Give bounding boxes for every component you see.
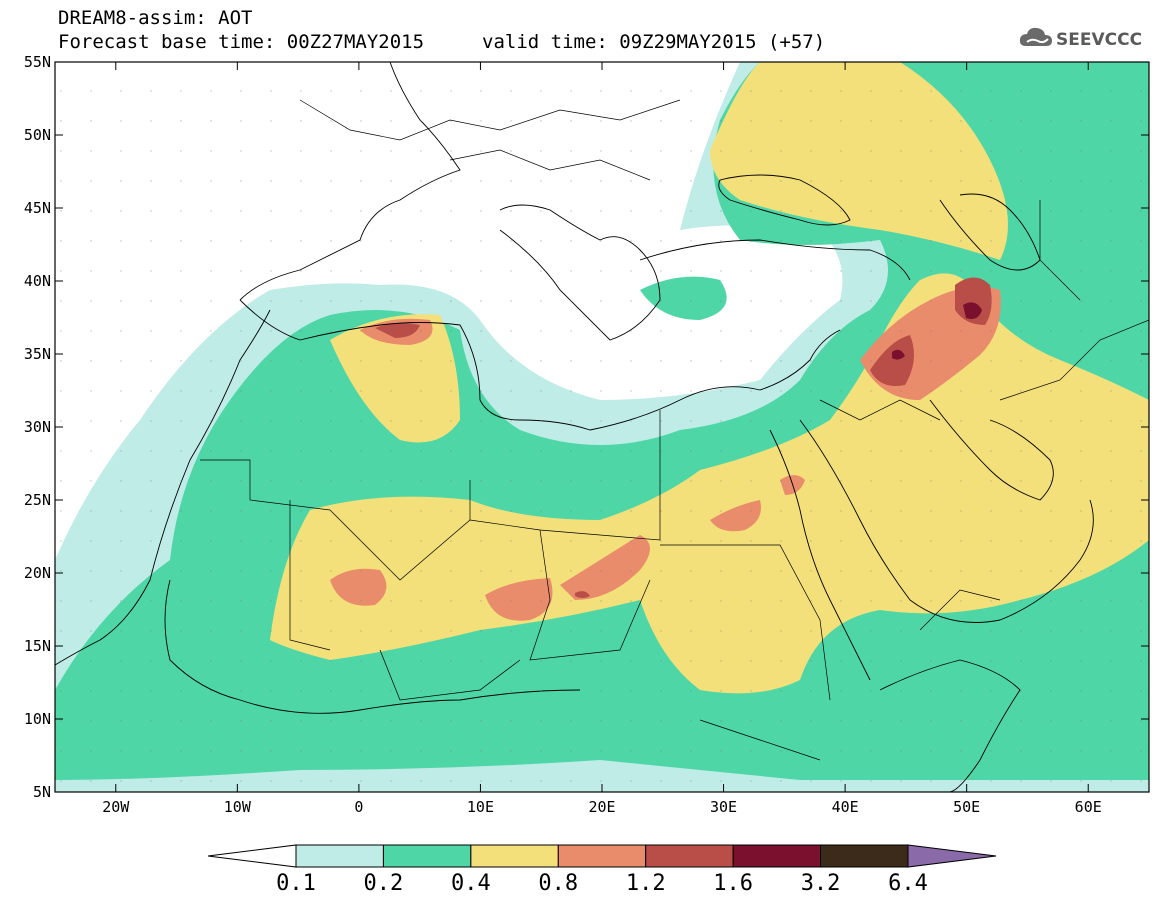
colorbar-swatch [557, 844, 647, 868]
lon-label-10E: 10E [467, 798, 494, 816]
lon-label-30E: 30E [710, 798, 737, 816]
colorbar-label: 1.2 [626, 871, 666, 896]
lat-label-35N: 35N [24, 345, 51, 363]
colorbar-swatch [907, 844, 997, 868]
lat-label-20N: 20N [24, 564, 51, 582]
colorbar-label: 0.1 [276, 871, 316, 896]
valid-time: valid time: 09Z29MAY2015 (+57) [482, 31, 826, 53]
lon-label-40E: 40E [832, 798, 859, 816]
map-title: DREAM8-assim: AOT [58, 7, 253, 29]
colorbar-swatch [382, 844, 472, 868]
logo-text: SEEVCCC [1056, 30, 1143, 50]
lat-label-30N: 30N [24, 418, 51, 436]
lat-label-15N: 15N [24, 637, 51, 655]
colorbar-label: 1.6 [713, 871, 753, 896]
lat-label-50N: 50N [24, 126, 51, 144]
lon-label-20E: 20E [588, 798, 615, 816]
colorbar-swatch [295, 844, 384, 868]
lat-label-45N: 45N [24, 199, 51, 217]
lat-label-25N: 25N [24, 491, 51, 509]
lon-label-50E: 50E [953, 798, 980, 816]
lon-label-10W: 10W [224, 798, 252, 816]
colorbar-swatch [820, 844, 909, 868]
cloud-icon [1019, 27, 1052, 46]
lat-label-10N: 10N [24, 710, 51, 728]
lon-label-0: 0 [354, 798, 363, 816]
lat-label-40N: 40N [24, 272, 51, 290]
seevccc-logo: SEEVCCC [1018, 24, 1158, 56]
forecast-base-time: Forecast base time: 00Z27MAY2015 [58, 31, 425, 53]
colorbar-swatch [207, 844, 297, 868]
colorbar-label: 3.2 [801, 871, 841, 896]
lon-label-60E: 60E [1075, 798, 1102, 816]
lat-label-55N: 55N [24, 53, 51, 71]
colorbar-label: 0.4 [451, 871, 491, 896]
colorbar-label: 6.4 [888, 871, 928, 896]
lon-label-20W: 20W [102, 798, 130, 816]
latitude-ticks: 55N 50N 45N 40N 35N 30N 25N 20N 15N 10N 5N [24, 53, 1149, 801]
colorbar-label: 0.8 [538, 871, 578, 896]
colorbar-label: 0.2 [364, 871, 404, 896]
colorbar-swatch [645, 844, 734, 868]
colorbar-swatch [470, 844, 559, 868]
lat-label-5N: 5N [33, 783, 51, 801]
colorbar-swatch [732, 844, 822, 868]
longitude-ticks: 20W 10W 0 10E 20E 30E 40E 50E 60E [102, 62, 1102, 816]
